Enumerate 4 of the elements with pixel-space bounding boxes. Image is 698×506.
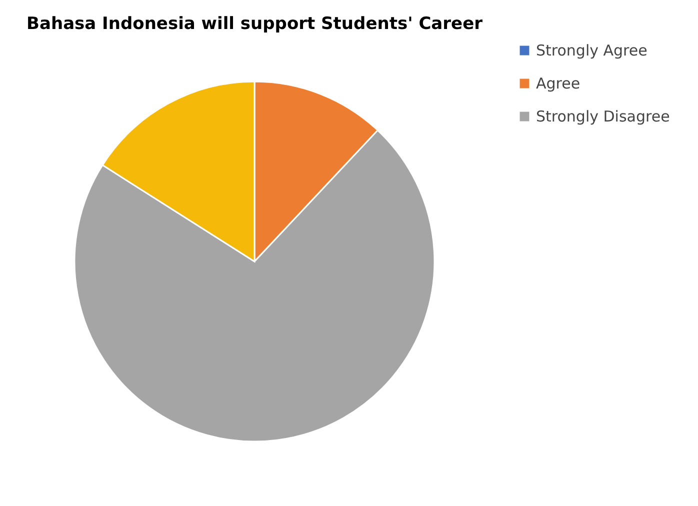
legend-label: Agree — [536, 74, 580, 92]
legend-label: Strongly Disagree — [536, 108, 670, 126]
legend-label: Strongly Agree — [536, 42, 648, 60]
chart-title: Bahasa Indonesia will support Students' Career — [26, 14, 484, 34]
